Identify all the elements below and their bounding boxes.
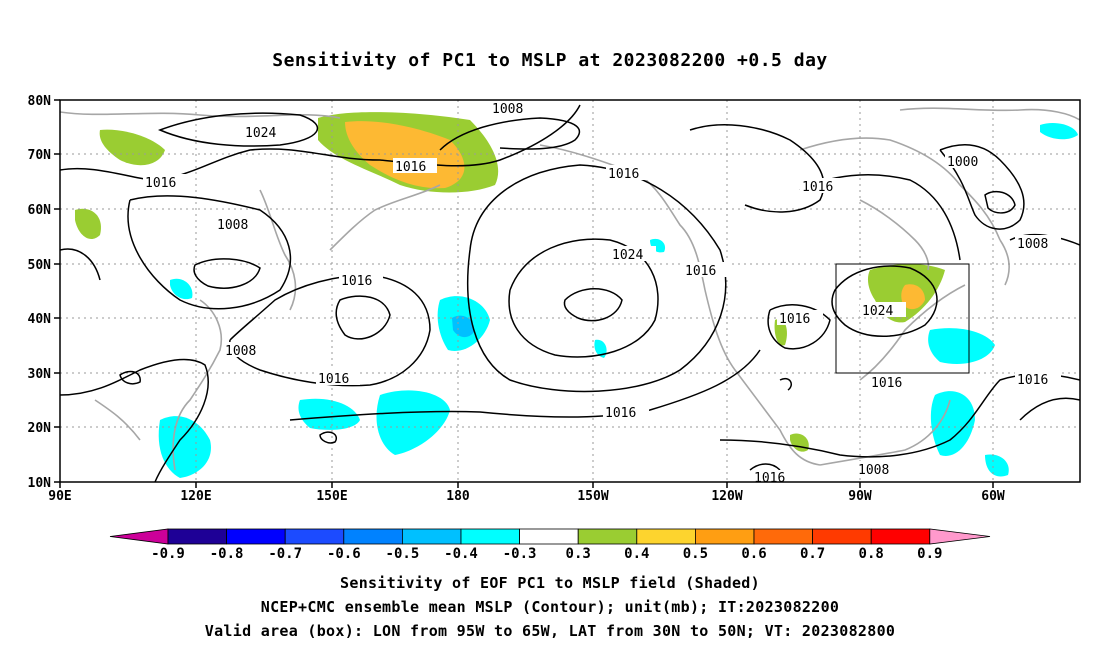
lat-label: 50N xyxy=(28,258,52,273)
caption-line-1: Sensitivity of EOF PC1 to MSLP field (Sh… xyxy=(340,574,760,592)
shade-green-mexico2 xyxy=(774,319,787,346)
shade-cyan-1 xyxy=(158,416,211,478)
shade-cyan-6 xyxy=(930,391,975,456)
colorbar-segment xyxy=(695,528,755,545)
lon-label: 90E xyxy=(48,489,71,504)
contour-label: 1016 xyxy=(802,180,833,195)
lat-label: 10N xyxy=(28,476,52,491)
contour-label: 1008 xyxy=(217,218,248,233)
tick-marks xyxy=(54,99,994,488)
contour-label: 1016 xyxy=(318,372,349,387)
shade-cyan-10 xyxy=(594,339,607,358)
lat-label: 60N xyxy=(28,203,52,218)
colorbar-tick-label: 0.9 xyxy=(917,546,942,562)
shade-green-west xyxy=(99,129,165,166)
contour-label: 1016 xyxy=(754,471,785,486)
lat-label: 70N xyxy=(28,148,52,163)
positive-sensitivity-shading xyxy=(75,112,945,452)
colorbar-tick-label: -0.9 xyxy=(151,546,185,562)
colorbar-segment xyxy=(753,528,813,545)
colorbar-end-high xyxy=(929,528,991,545)
caption-line-2: NCEP+CMC ensemble mean MSLP (Contour); u… xyxy=(260,598,840,616)
latitude-labels: 80N 70N 60N 50N 40N 30N 20N 10N xyxy=(28,94,52,491)
contour-label: 1024 xyxy=(612,248,643,263)
lon-label: 60W xyxy=(981,489,1005,504)
colorbar-segment xyxy=(812,528,872,545)
lat-label: 40N xyxy=(28,312,52,327)
shade-cyan-2 xyxy=(298,398,360,430)
shade-cyan-3 xyxy=(376,390,450,455)
lon-label: 90W xyxy=(848,489,872,504)
valid-area-box xyxy=(835,263,970,374)
colorbar-end-low xyxy=(109,528,169,545)
contour-label: 1016 xyxy=(685,264,716,279)
contour-label: 1008 xyxy=(225,344,256,359)
lon-label: 120E xyxy=(180,489,211,504)
colorbar-tick-label: -0.4 xyxy=(444,546,478,562)
colorbar: -0.9 -0.8 -0.7 -0.6 -0.5 -0.4 -0.3 0.3 0.4 0.5 0.6… xyxy=(109,528,991,562)
shade-cyan-5 xyxy=(928,328,995,365)
colorbar-segment xyxy=(636,528,696,545)
colorbar-segment xyxy=(577,528,638,545)
colorbar-tick-label: 0.7 xyxy=(800,546,825,562)
plot-frame xyxy=(59,99,1081,483)
lon-label: 150E xyxy=(316,489,347,504)
contour-labels: 1008 1024 1016 1016 1016 1016 1000 1008 … xyxy=(143,100,1061,486)
contour-label: 1016 xyxy=(1017,373,1048,388)
shade-cyan-7 xyxy=(985,454,1009,477)
contour-label: 1000 xyxy=(947,155,978,170)
contour-label: 1016 xyxy=(608,167,639,182)
contour-label: 1024 xyxy=(245,126,276,141)
colorbar-tick-label: -0.5 xyxy=(386,546,420,562)
colorbar-segment xyxy=(167,528,227,545)
mslp-contours xyxy=(60,104,1080,482)
colorbar-segment xyxy=(226,528,286,545)
gridlines xyxy=(60,100,1080,482)
lat-label: 20N xyxy=(28,421,52,436)
colorbar-tick-label: 0.3 xyxy=(566,546,591,562)
shade-cyan-8 xyxy=(1040,123,1078,140)
colorbar-tick-label: -0.6 xyxy=(327,546,361,562)
shade-orange-box xyxy=(901,284,925,310)
colorbar-segment xyxy=(401,528,462,545)
contour-label: 1016 xyxy=(145,176,176,191)
colorbar-tick-label: 0.6 xyxy=(741,546,766,562)
colorbar-segment xyxy=(870,528,931,545)
colorbar-segment xyxy=(343,528,403,545)
contour-label: 1016 xyxy=(779,312,810,327)
colorbar-segment xyxy=(284,528,345,545)
longitude-labels: 90E 120E 150E 180 150W 120W 90W 60W xyxy=(48,489,1005,504)
contour-label: 1016 xyxy=(341,274,372,289)
contour-label: 1008 xyxy=(858,463,889,478)
contour-label: 1008 xyxy=(1017,237,1048,252)
colorbar-tick-label: -0.7 xyxy=(268,546,302,562)
colorbar-segment xyxy=(460,528,520,545)
lat-label: 30N xyxy=(28,367,52,382)
lon-label: 120W xyxy=(711,489,742,504)
lon-label: 150W xyxy=(577,489,608,504)
caption-line-3: Valid area (box): LON from 95W to 65W, L… xyxy=(204,622,896,640)
colorbar-tick-label: 0.8 xyxy=(859,546,884,562)
colorbar-segment xyxy=(519,528,579,545)
contour-label: 1016 xyxy=(605,406,636,421)
shade-cyan-9 xyxy=(170,278,193,300)
contour-label: 1016 xyxy=(871,376,902,391)
map-title: Sensitivity of PC1 to MSLP at 2023082200… xyxy=(272,50,828,71)
contour-label: 1008 xyxy=(492,102,523,117)
colorbar-tick-label: 0.4 xyxy=(624,546,649,562)
lon-label: 180 xyxy=(446,489,470,504)
shade-green-west2 xyxy=(75,208,101,240)
colorbar-tick-label: 0.5 xyxy=(683,546,708,562)
contour-label: 1016 xyxy=(395,160,426,175)
coastlines xyxy=(60,107,1080,471)
contour-label: 1024 xyxy=(862,304,893,319)
lat-label: 80N xyxy=(28,94,52,109)
colorbar-tick-label: -0.3 xyxy=(503,546,537,562)
shade-sky-4 xyxy=(452,315,475,338)
colorbar-tick-label: -0.8 xyxy=(210,546,244,562)
